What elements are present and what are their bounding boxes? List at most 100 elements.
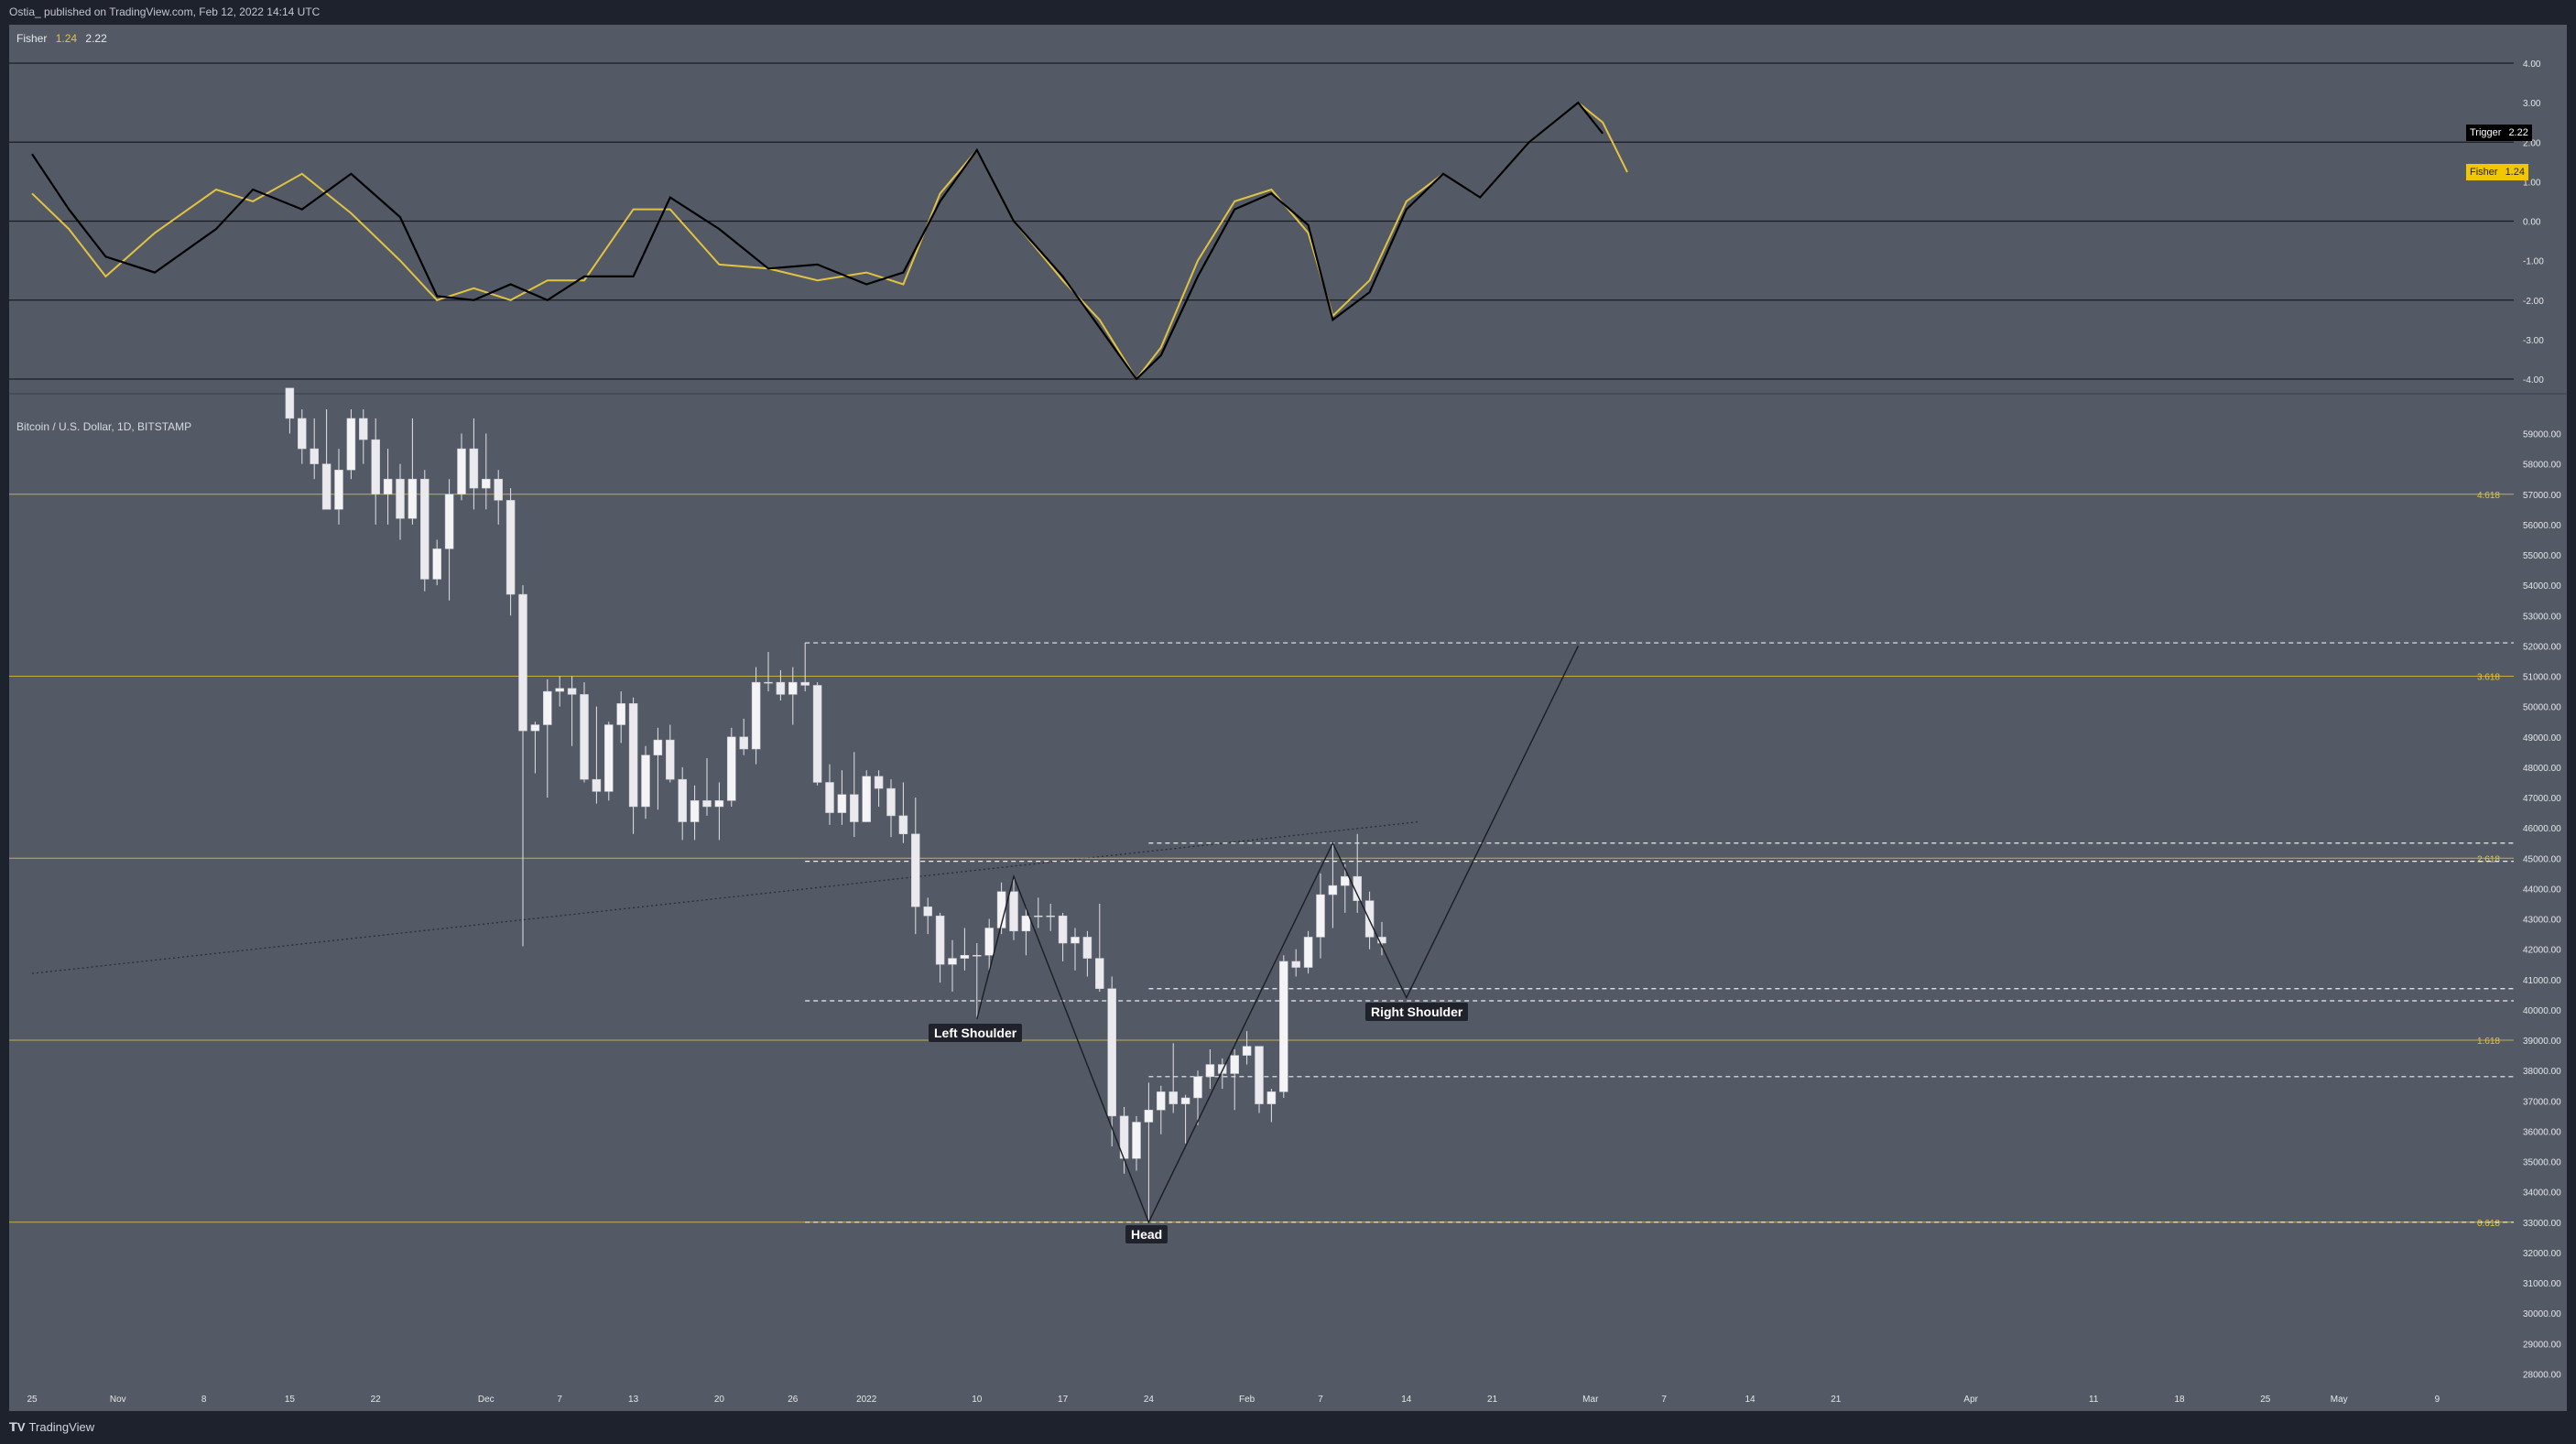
price-y-tick-label: 46000.00: [2523, 824, 2561, 834]
price-y-tick-label: 34000.00: [2523, 1189, 2561, 1199]
x-tick-label: 17: [1058, 1395, 1069, 1405]
candle-body: [334, 470, 343, 510]
candle-body: [1353, 875, 1362, 901]
candle-body: [469, 448, 479, 489]
indicator-y-tick-label: 3.00: [2523, 99, 2541, 109]
candle-body: [874, 776, 884, 789]
price-y-tick-label: 29000.00: [2523, 1340, 2561, 1350]
candle-body: [923, 907, 932, 917]
tv-logo-icon: 𝗧V: [9, 1420, 26, 1434]
chart-canvas[interactable]: 4.00 3.00 2.00 1.00 0.00 -1.00 -2.00 -3.00 -4.00…: [9, 25, 2567, 1411]
candle-body: [616, 703, 625, 725]
candle-body: [310, 448, 319, 464]
candle-body: [396, 478, 405, 519]
x-tick-label: 8: [201, 1395, 207, 1405]
candle-body: [530, 724, 540, 732]
candle-body: [788, 681, 798, 695]
price-y-tick-label: 50000.00: [2523, 703, 2561, 713]
candle-body: [1144, 1109, 1154, 1123]
price-y-tick-label: 30000.00: [2523, 1309, 2561, 1319]
x-tick-label: Mar: [1582, 1395, 1599, 1405]
candle-body: [432, 548, 441, 580]
candle-body: [898, 815, 908, 835]
candle-body: [518, 593, 527, 732]
publish-header: Ostia_ published on TradingView.com, Feb…: [0, 0, 2576, 25]
price-y-tick-label: 49000.00: [2523, 733, 2561, 744]
candle-body: [1168, 1091, 1178, 1104]
x-tick-label: 7: [557, 1395, 562, 1405]
candle-body: [886, 787, 896, 817]
price-y-tick-label: 47000.00: [2523, 794, 2561, 804]
price-y-tick-label: 58000.00: [2523, 461, 2561, 471]
candle-body: [1341, 875, 1350, 886]
candle-body: [960, 955, 970, 959]
indicator-line-trigger: [31, 101, 1604, 381]
x-tick-label: Nov: [110, 1395, 126, 1405]
footer-bar: [0, 1411, 2576, 1444]
candle-body: [1279, 961, 1288, 1092]
head-callout: Head: [1125, 1225, 1168, 1243]
candle-body: [543, 690, 552, 725]
tradingview-logo: 𝗧V TradingView: [9, 1420, 94, 1435]
fib-level-label: 2.618: [2477, 854, 2500, 864]
fisher-price-tag: Fisher 1.24: [2466, 164, 2528, 180]
candle-body: [1058, 915, 1068, 944]
fib-level-label: 4.618: [2477, 491, 2500, 501]
candle-body: [935, 915, 945, 965]
candle-body: [444, 494, 454, 549]
price-y-tick-label: 48000.00: [2523, 764, 2561, 774]
price-y-tick-label: 44000.00: [2523, 885, 2561, 895]
candle-body: [285, 387, 295, 419]
tv-logo-text: TradingView: [28, 1420, 95, 1434]
left-shoulder-callout: Left Shoulder: [929, 1024, 1023, 1042]
price-y-tick-label: 31000.00: [2523, 1279, 2561, 1289]
candle-body: [837, 794, 847, 813]
candle-body: [1193, 1076, 1202, 1099]
indicator-y-tick-label: -3.00: [2523, 336, 2544, 346]
candle-body: [628, 703, 638, 808]
candle-body: [505, 500, 516, 595]
candle-body: [494, 478, 503, 501]
price-y-tick-label: 57000.00: [2523, 491, 2561, 501]
candle-body: [1095, 958, 1104, 989]
x-tick-label: 10: [972, 1395, 983, 1405]
fib-level-label: 0.618: [2477, 1219, 2500, 1229]
candle-body: [850, 794, 859, 822]
price-y-tick-label: 37000.00: [2523, 1097, 2561, 1107]
candle-body: [764, 681, 773, 684]
price-y-tick-label: 53000.00: [2523, 612, 2561, 622]
x-tick-label: 7: [1661, 1395, 1667, 1405]
candle-body: [359, 418, 368, 440]
price-y-tick-label: 55000.00: [2523, 551, 2561, 561]
candle-body: [482, 478, 491, 489]
candle-body: [776, 681, 786, 695]
candle-body: [346, 418, 356, 471]
indicator-y-tick-label: 4.00: [2523, 60, 2541, 70]
price-y-tick-label: 32000.00: [2523, 1249, 2561, 1259]
candle-body: [727, 736, 736, 801]
price-y-tick-label: 54000.00: [2523, 581, 2561, 592]
symbol-legend: Bitcoin / U.S. Dollar, 1D, BITSTAMP: [16, 420, 192, 433]
candle-body: [641, 755, 650, 808]
price-y-tick-label: 38000.00: [2523, 1067, 2561, 1077]
x-tick-label: 25: [27, 1395, 38, 1405]
candle-body: [800, 681, 810, 686]
candle-body: [1132, 1122, 1141, 1159]
candle-body: [1034, 915, 1043, 917]
candle-body: [383, 478, 393, 495]
candle-body: [714, 800, 724, 808]
candle-body: [298, 418, 307, 450]
trigger-price-tag: Trigger 2.22: [2466, 125, 2532, 141]
indicator-line-fisher: [31, 101, 1628, 381]
candle-body: [1303, 937, 1313, 968]
indicator-y-tick-label: 0.00: [2523, 218, 2541, 228]
candle-body: [1316, 894, 1325, 938]
x-tick-label: Feb: [1239, 1395, 1255, 1405]
price-y-tick-label: 59000.00: [2523, 430, 2561, 440]
price-y-tick-label: 52000.00: [2523, 642, 2561, 652]
indicator-y-tick-label: -2.00: [2523, 297, 2544, 307]
chart-area[interactable]: 4.00 3.00 2.00 1.00 0.00 -1.00 -2.00 -3.00 -4.00…: [9, 25, 2567, 1411]
candle-body: [1218, 1064, 1227, 1074]
x-tick-label: 20: [714, 1395, 725, 1405]
price-y-tick-label: 28000.00: [2523, 1370, 2561, 1380]
